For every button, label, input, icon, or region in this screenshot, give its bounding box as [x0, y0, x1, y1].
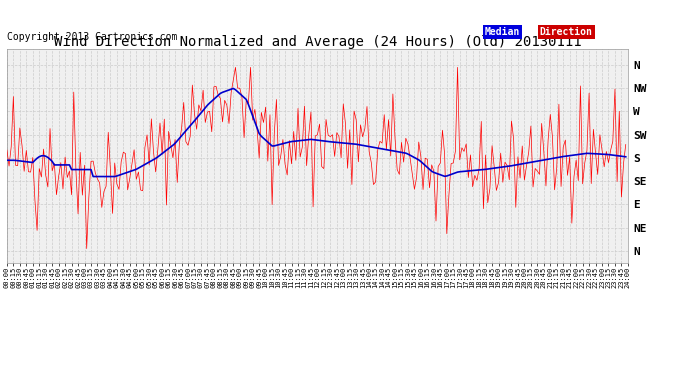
Text: Median: Median: [485, 27, 520, 37]
Text: Direction: Direction: [540, 27, 593, 37]
Text: Copyright 2013 Cartronics.com: Copyright 2013 Cartronics.com: [7, 32, 177, 42]
Title: Wind Direction Normalized and Average (24 Hours) (Old) 20130111: Wind Direction Normalized and Average (2…: [54, 35, 581, 49]
